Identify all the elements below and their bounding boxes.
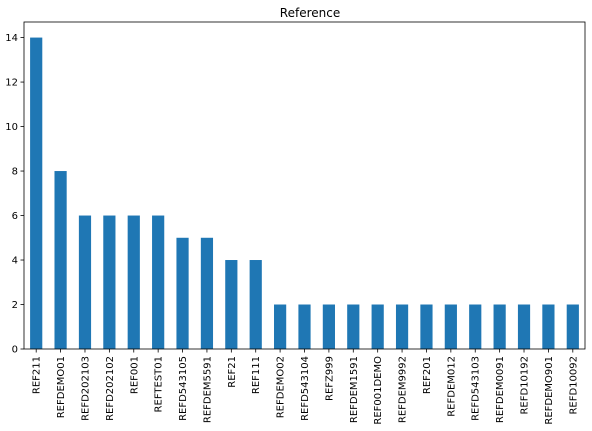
bar-refdemo901 [542,304,555,349]
bar-ref001demo [371,304,384,349]
x-axis: REF211 REFDEMO01 REFD202103 REFD202102 REF00… [32,349,579,425]
chart-title: Reference [280,6,340,20]
y-tick-label: 8 [12,167,18,178]
x-tick-label: REFDEMO02 [276,356,287,418]
x-tick-label: REFDEM5591 [202,356,213,423]
x-tick-label: REF201 [422,356,433,394]
x-tick-label: REF111 [251,356,262,394]
y-axis: 0 2 4 6 8 10 12 14 [5,33,24,356]
bar-refdem5591 [200,237,214,349]
x-tick-label: REFDEM9992 [398,356,409,423]
x-tick-label: REFDEM1591 [349,356,360,423]
x-tick-label: REF21 [227,356,238,388]
x-tick-label: REFD543105 [178,356,189,421]
bar-ref111 [249,260,262,349]
bar-ref21 [225,260,238,349]
y-tick-label: 10 [5,122,18,133]
y-tick-label: 4 [12,256,18,267]
bars-group [30,37,579,349]
bar-refdem0091 [493,304,506,349]
x-tick-label: REFTEST01 [154,356,165,412]
bar-refdem9992 [395,304,409,349]
bar-ref001 [127,215,140,349]
x-tick-label: REF001DEMO [373,356,384,425]
bar-refd543103 [469,304,482,349]
bar-ref201 [420,304,433,349]
x-tick-label: REFDEMO901 [544,356,555,425]
x-tick-label: REFDEMO01 [56,356,67,418]
y-tick-label: 12 [5,78,18,89]
bar-refd543105 [176,237,189,349]
x-tick-label: REFD10092 [568,356,579,415]
bar-refd10092 [566,304,579,349]
x-tick-label: REF211 [32,356,43,394]
bar-refdem012 [444,304,457,349]
x-tick-label: REFZ999 [324,356,335,401]
bar-reftest01 [152,215,165,349]
bar-refd543104 [298,304,311,349]
x-tick-label: REFD543104 [300,356,311,421]
bar-refdemo02 [274,304,287,349]
x-tick-label: REF001 [129,356,140,394]
bar-refdem1591 [347,304,360,349]
bar-refz999 [322,304,335,349]
x-tick-label: REFDEM0091 [495,356,506,423]
bar-refdemo01 [54,171,67,349]
x-tick-label: REFD202103 [80,356,91,421]
plot-frame [23,21,586,350]
bar-refd202103 [78,215,92,349]
x-tick-label: REFD543103 [471,356,482,421]
x-tick-label: REFD202102 [105,356,116,421]
bar-ref211 [30,37,43,349]
y-tick-label: 0 [12,345,18,356]
x-tick-label: REFDEM012 [446,356,457,417]
x-tick-label: REFD10192 [520,356,531,415]
y-tick-label: 2 [12,300,18,311]
y-tick-label: 6 [12,211,18,222]
y-tick-label: 14 [5,33,18,44]
bar-refd202102 [103,215,116,349]
bar-refd10192 [517,304,531,349]
